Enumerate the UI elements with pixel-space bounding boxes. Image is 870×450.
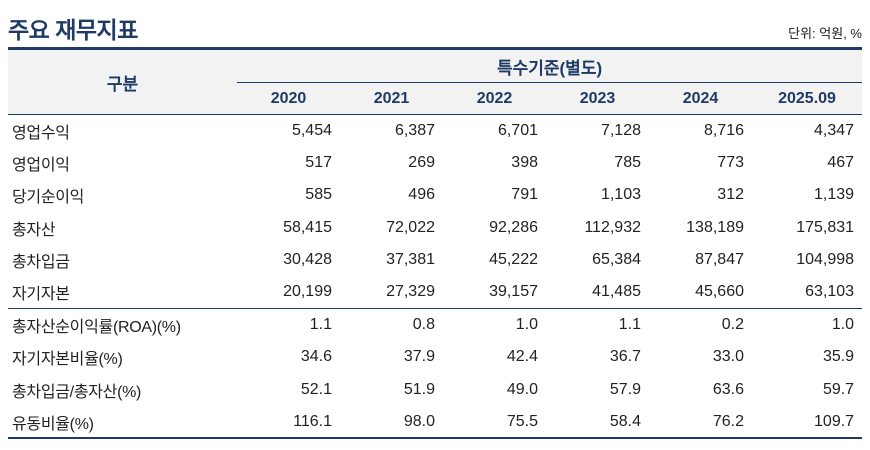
cell-value: 6,387 <box>340 114 443 147</box>
cell-value: 312 <box>649 179 752 212</box>
column-header-gubun: 구분 <box>8 48 237 115</box>
table-row: 당기순이익 585 496 791 1,103 312 1,139 <box>8 179 863 212</box>
year-header-2020: 2020 <box>237 82 340 115</box>
cell-value: 1,103 <box>546 179 649 212</box>
table-header: 구분 특수기준(별도) 2020 2021 2022 2023 2024 2025.09 <box>8 48 863 115</box>
cell-value: 5,454 <box>237 114 340 147</box>
cell-value: 785 <box>546 146 649 180</box>
cell-value: 8,716 <box>649 114 752 147</box>
cell-value: 45,222 <box>443 244 546 277</box>
cell-value: 63.6 <box>649 373 752 407</box>
cell-value: 6,701 <box>443 114 546 147</box>
cell-value: 112,932 <box>546 211 649 245</box>
year-header-2024: 2024 <box>649 82 752 115</box>
cell-value: 87,847 <box>649 244 752 277</box>
cell-value: 58.4 <box>546 406 649 439</box>
cell-value: 45,660 <box>649 276 752 309</box>
cell-value: 37,381 <box>340 244 443 277</box>
cell-value: 57.9 <box>546 373 649 407</box>
table-row: 총차입금/총자산(%) 52.1 51.9 49.0 57.9 63.6 59.7 <box>8 373 863 407</box>
cell-value: 0.8 <box>340 308 443 342</box>
financial-table: 구분 특수기준(별도) 2020 2021 2022 2023 2024 2025.09 … <box>8 47 863 440</box>
cell-value: 76.2 <box>649 406 752 439</box>
year-header-row: 2020 2021 2022 2023 2024 2025.09 <box>8 82 863 115</box>
cell-value: 0.2 <box>649 308 752 342</box>
table-row: 유동비율(%) 116.1 98.0 75.5 58.4 76.2 109.7 <box>8 406 863 439</box>
cell-value: 65,384 <box>546 244 649 277</box>
cell-value: 138,189 <box>649 211 752 245</box>
cell-value: 467 <box>752 146 863 180</box>
table-row: 자기자본 20,199 27,329 39,157 41,485 45,660 63,103 <box>8 276 863 309</box>
cell-value: 63,103 <box>752 276 863 309</box>
row-label: 당기순이익 <box>8 179 237 212</box>
cell-value: 37.9 <box>340 341 443 374</box>
cell-value: 1,139 <box>752 179 863 212</box>
table-row: 영업이익 517 269 398 785 773 467 <box>8 146 863 180</box>
row-label: 영업이익 <box>8 146 237 180</box>
cell-value: 116.1 <box>237 406 340 439</box>
top-bar: 주요 재무지표 단위: 억원, % <box>0 0 870 47</box>
cell-value: 58,415 <box>237 211 340 245</box>
column-group-header: 특수기준(별도) <box>237 48 863 83</box>
cell-value: 52.1 <box>237 373 340 407</box>
cell-value: 42.4 <box>443 341 546 374</box>
cell-value: 98.0 <box>340 406 443 439</box>
row-label: 자기자본비율(%) <box>8 341 237 374</box>
table-body: 영업수익 5,454 6,387 6,701 7,128 8,716 4,347 영업이익 51… <box>8 114 863 439</box>
row-label: 총자산 <box>8 211 237 245</box>
row-label: 영업수익 <box>8 114 237 147</box>
cell-value: 1.1 <box>546 308 649 342</box>
cell-value: 92,286 <box>443 211 546 245</box>
table-row: 총자산순이익률(ROA)(%) 1.1 0.8 1.0 1.1 0.2 1.0 <box>8 308 863 342</box>
cell-value: 72,022 <box>340 211 443 245</box>
cell-value: 49.0 <box>443 373 546 407</box>
cell-value: 791 <box>443 179 546 212</box>
cell-value: 1.1 <box>237 308 340 342</box>
cell-value: 104,998 <box>752 244 863 277</box>
row-label: 유동비율(%) <box>8 406 237 439</box>
row-label: 총차입금 <box>8 244 237 277</box>
cell-value: 517 <box>237 146 340 180</box>
table-row: 총자산 58,415 72,022 92,286 112,932 138,189 175,8… <box>8 211 863 245</box>
cell-value: 1.0 <box>752 308 863 342</box>
cell-value: 36.7 <box>546 341 649 374</box>
cell-value: 20,199 <box>237 276 340 309</box>
cell-value: 39,157 <box>443 276 546 309</box>
cell-value: 4,347 <box>752 114 863 147</box>
table-row: 총차입금 30,428 37,381 45,222 65,384 87,847 104,99… <box>8 244 863 277</box>
table-row: 영업수익 5,454 6,387 6,701 7,128 8,716 4,347 <box>8 114 863 147</box>
year-header-2022: 2022 <box>443 82 546 115</box>
table-row: 자기자본비율(%) 34.6 37.9 42.4 36.7 33.0 35.9 <box>8 341 863 374</box>
cell-value: 59.7 <box>752 373 863 407</box>
cell-value: 34.6 <box>237 341 340 374</box>
cell-value: 51.9 <box>340 373 443 407</box>
year-header-2025.09: 2025.09 <box>752 82 863 115</box>
cell-value: 41,485 <box>546 276 649 309</box>
cell-value: 175,831 <box>752 211 863 245</box>
row-label: 총차입금/총자산(%) <box>8 373 237 407</box>
cell-value: 27,329 <box>340 276 443 309</box>
year-header-2021: 2021 <box>340 82 443 115</box>
cell-value: 109.7 <box>752 406 863 439</box>
row-label: 자기자본 <box>8 276 237 309</box>
cell-value: 773 <box>649 146 752 180</box>
cell-value: 496 <box>340 179 443 212</box>
cell-value: 30,428 <box>237 244 340 277</box>
cell-value: 33.0 <box>649 341 752 374</box>
page-title: 주요 재무지표 <box>8 17 138 43</box>
year-header-2023: 2023 <box>546 82 649 115</box>
cell-value: 1.0 <box>443 308 546 342</box>
cell-value: 398 <box>443 146 546 180</box>
unit-label: 단위: 억원, % <box>788 26 862 41</box>
cell-value: 35.9 <box>752 341 863 374</box>
cell-value: 585 <box>237 179 340 212</box>
cell-value: 269 <box>340 146 443 180</box>
cell-value: 7,128 <box>546 114 649 147</box>
row-label: 총자산순이익률(ROA)(%) <box>8 308 237 342</box>
cell-value: 75.5 <box>443 406 546 439</box>
